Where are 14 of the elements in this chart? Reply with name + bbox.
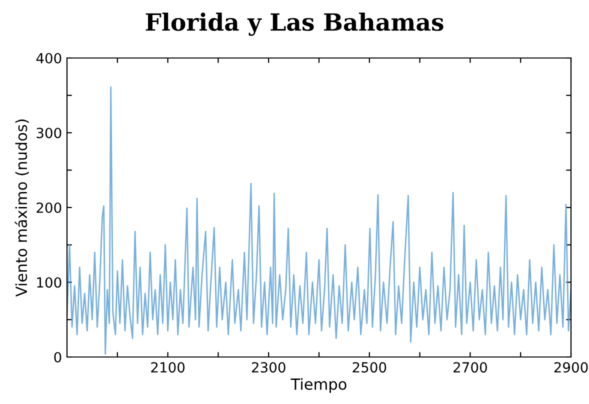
x-axis-title: Tiempo <box>290 378 346 393</box>
y-tick-label: 0 <box>54 352 62 362</box>
y-tick-label: 400 <box>36 52 62 64</box>
y-axis-title: Viento máximo (nudos) <box>14 120 29 297</box>
x-tick-label: 2300 <box>252 362 286 373</box>
x-tick-label: 2500 <box>352 362 386 373</box>
x-tick-label: 2900 <box>554 362 588 373</box>
y-tick-label: 100 <box>37 277 62 288</box>
x-tick-label: 2100 <box>151 362 185 373</box>
y-tick-label: 300 <box>36 128 62 138</box>
y-tick-label: 200 <box>36 202 62 213</box>
x-tick-label: 2700 <box>454 362 487 373</box>
chart-title: Florida y Las Bahamas <box>146 12 444 36</box>
line-series <box>67 86 571 355</box>
